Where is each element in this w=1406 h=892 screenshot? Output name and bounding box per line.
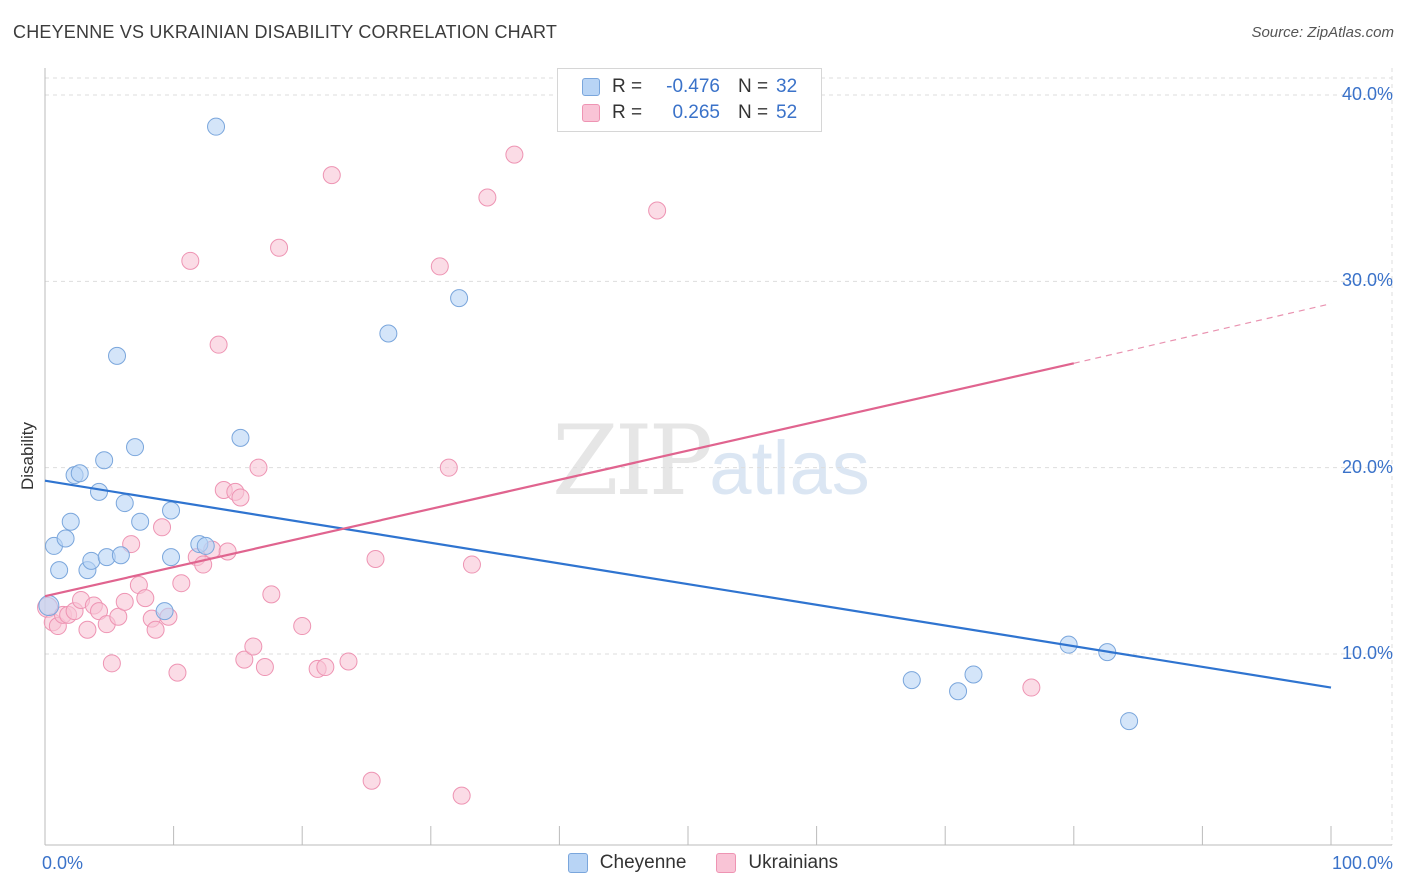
cheyenne-point	[108, 346, 127, 365]
cheyenne-swatch	[582, 78, 600, 96]
series-legend: Cheyenne Ukrainians	[0, 852, 1406, 874]
ukrainians-point	[78, 620, 97, 639]
watermark-zip: ZIP	[552, 405, 713, 517]
ukrainians-point	[270, 238, 289, 257]
ukrainians-trend-extension	[1073, 303, 1332, 364]
cheyenne-point	[450, 289, 469, 308]
r-value: -0.476	[666, 76, 720, 97]
ukrainians-point	[322, 166, 341, 185]
ukrainians-point	[115, 592, 134, 611]
cheyenne-point	[231, 428, 250, 447]
ukrainians-point	[1022, 678, 1041, 697]
cheyenne-point	[131, 512, 150, 531]
ukrainians-point	[316, 658, 335, 677]
y-tick-label: 40.0%	[1341, 84, 1393, 104]
cheyenne-point	[56, 529, 75, 548]
cheyenne-point	[949, 682, 968, 701]
ukrainians-point	[235, 650, 254, 669]
ukrainians-point	[181, 251, 200, 270]
cheyenne-swatch	[567, 853, 588, 873]
cheyenne-point	[155, 602, 174, 621]
ukrainians-point	[505, 145, 524, 164]
n-label: N =	[738, 102, 769, 123]
cheyenne-point	[902, 671, 921, 690]
legend-row-cheyenne: R = -0.476 N = 32	[582, 75, 797, 99]
cheyenne-point	[82, 551, 101, 570]
ukrainians-point	[249, 458, 268, 477]
cheyenne-point	[111, 546, 130, 565]
x-tick-max: 100.0%	[1331, 853, 1393, 873]
cheyenne-point	[207, 117, 226, 136]
correlation-legend: R = -0.476 N = 32 R = 0.265 N = 52	[557, 68, 822, 132]
ukrainians-point	[430, 257, 449, 276]
ukrainians-point	[478, 188, 497, 207]
cheyenne-point	[162, 548, 181, 567]
ukrainians-point	[648, 201, 667, 220]
cheyenne-point	[95, 451, 114, 470]
n-value: 32	[776, 76, 798, 97]
ukrainians-point	[452, 786, 471, 805]
grid-lines	[45, 68, 1393, 845]
n-label: N =	[738, 76, 769, 97]
legend-item-ukrainians: Ukrainians	[716, 852, 838, 874]
y-axis-label: Disability	[18, 421, 37, 491]
cheyenne-point	[126, 438, 145, 457]
legend-label-cheyenne: Cheyenne	[599, 852, 687, 873]
ukrainians-swatch	[716, 853, 737, 873]
legend-item-cheyenne: Cheyenne	[567, 852, 687, 874]
ukrainians-point	[172, 574, 191, 593]
legend-label-ukrainians: Ukrainians	[748, 852, 839, 873]
ukrainians-point	[146, 620, 165, 639]
ukrainians-point	[255, 658, 274, 677]
cheyenne-point	[196, 536, 215, 555]
ukrainians-point	[168, 663, 187, 682]
ukrainians-point	[293, 617, 312, 636]
cheyenne-point	[38, 595, 60, 617]
cheyenne-point	[70, 464, 89, 483]
source-label: Source: ZipAtlas.com	[1251, 24, 1394, 41]
ukrainians-point	[231, 488, 250, 507]
cheyenne-point	[162, 501, 181, 520]
y-tick-label: 30.0%	[1341, 270, 1393, 291]
ukrainians-point	[244, 637, 263, 656]
legend-row-ukrainians: R = 0.265 N = 52	[582, 101, 797, 125]
cheyenne-point	[115, 494, 134, 513]
ukrainians-point	[109, 607, 128, 626]
cheyenne-trend-line	[44, 479, 1332, 689]
r-label: R =	[612, 76, 643, 97]
cheyenne-point	[90, 482, 109, 501]
n-value: 52	[776, 102, 798, 123]
x-tick-min: 0.0%	[42, 853, 84, 873]
trend-lines	[44, 303, 1332, 689]
ukrainians-points	[37, 145, 1041, 805]
ukrainians-point	[136, 589, 155, 608]
chart-title: CHEYENNE VS UKRAINIAN DISABILITY CORRELA…	[13, 22, 558, 42]
cheyenne-point	[61, 512, 80, 531]
cheyenne-point	[964, 665, 983, 684]
cheyenne-point	[379, 324, 398, 343]
cheyenne-point	[50, 561, 69, 580]
ukrainians-point	[209, 335, 228, 354]
r-value: 0.265	[672, 102, 720, 123]
ukrainians-point	[439, 458, 458, 477]
y-tick-label: 10.0%	[1341, 643, 1393, 663]
axes	[44, 68, 1392, 846]
ukrainians-trend-line	[44, 362, 1075, 598]
ukrainians-point	[122, 535, 141, 554]
ukrainians-point	[262, 585, 281, 604]
y-tick-label: 20.0%	[1341, 456, 1393, 477]
r-label: R =	[612, 102, 643, 123]
ukrainians-point	[153, 518, 172, 537]
cheyenne-points	[38, 117, 1139, 731]
ukrainians-point	[102, 654, 121, 673]
ukrainians-swatch	[582, 104, 600, 122]
ukrainians-point	[366, 549, 385, 568]
ukrainians-point	[362, 771, 381, 790]
ukrainians-point	[218, 542, 237, 561]
cheyenne-point	[1120, 712, 1139, 731]
ukrainians-point	[339, 652, 358, 671]
ukrainians-point	[462, 555, 481, 574]
